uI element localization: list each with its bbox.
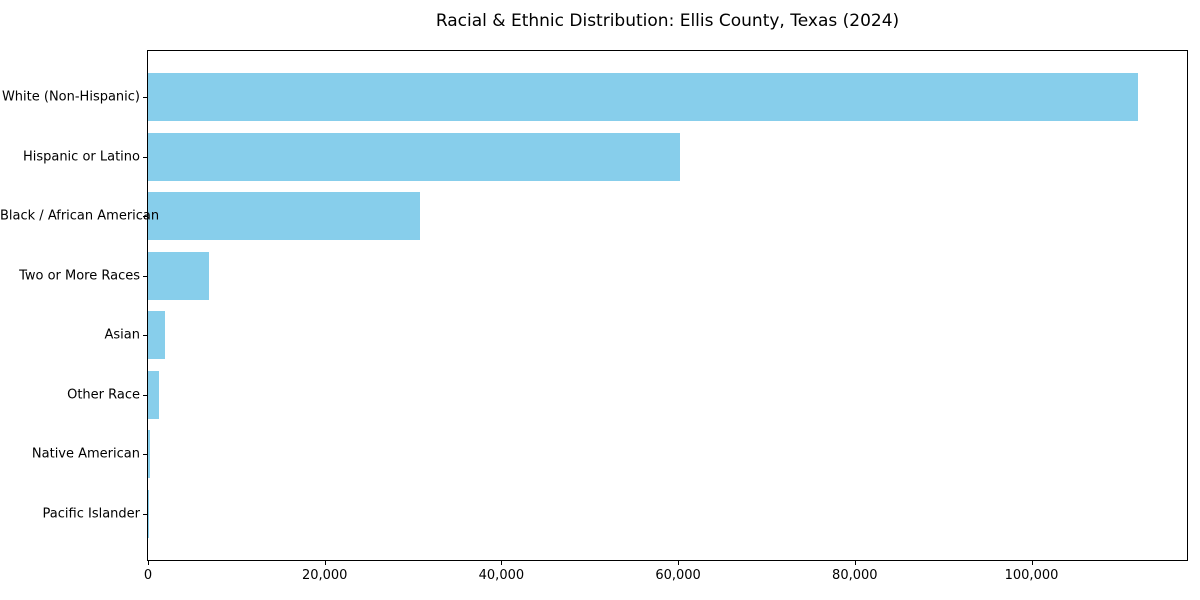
chart-title: Racial & Ethnic Distribution: Ellis Coun… xyxy=(435,11,900,31)
y-tick-label: Other Race xyxy=(67,387,140,403)
x-tick-mark xyxy=(678,561,680,565)
y-tick-mark xyxy=(143,156,147,158)
bar xyxy=(148,192,421,241)
y-tick-mark xyxy=(143,275,147,277)
bar xyxy=(148,73,1138,121)
x-tick-mark xyxy=(324,561,326,565)
x-tick-label: 100,000 xyxy=(1004,568,1059,583)
y-tick-mark xyxy=(143,454,147,456)
bar xyxy=(148,251,209,300)
x-tick-label: 0 xyxy=(143,568,153,583)
y-tick-label: Native American xyxy=(31,446,140,462)
bar xyxy=(148,489,149,538)
bar xyxy=(148,430,151,479)
x-tick-label: 40,000 xyxy=(478,568,525,583)
x-tick-label: 60,000 xyxy=(655,568,701,583)
x-tick-mark xyxy=(148,561,149,565)
plot-area xyxy=(147,50,1188,561)
x-tick-label: 20,000 xyxy=(301,568,348,583)
y-tick-mark xyxy=(143,335,147,337)
bar xyxy=(148,370,160,419)
x-tick-label: 80,000 xyxy=(832,568,878,583)
x-tick-mark xyxy=(1031,561,1033,565)
bar xyxy=(148,132,680,181)
y-tick-label: Two or More Races xyxy=(19,268,140,284)
x-tick-mark xyxy=(501,561,503,565)
y-tick-label: Black / African American xyxy=(0,208,160,224)
y-tick-label: Asian xyxy=(104,327,140,343)
y-tick-mark xyxy=(143,216,147,218)
bar xyxy=(148,311,165,360)
y-tick-label: Pacific Islander xyxy=(42,506,140,522)
y-tick-mark xyxy=(143,394,147,396)
y-tick-label: Hispanic or Latino xyxy=(22,149,140,165)
y-tick-label: White (Non-Hispanic) xyxy=(1,89,140,105)
x-tick-mark xyxy=(854,561,856,565)
y-tick-mark xyxy=(143,97,147,98)
y-tick-mark xyxy=(143,513,147,515)
